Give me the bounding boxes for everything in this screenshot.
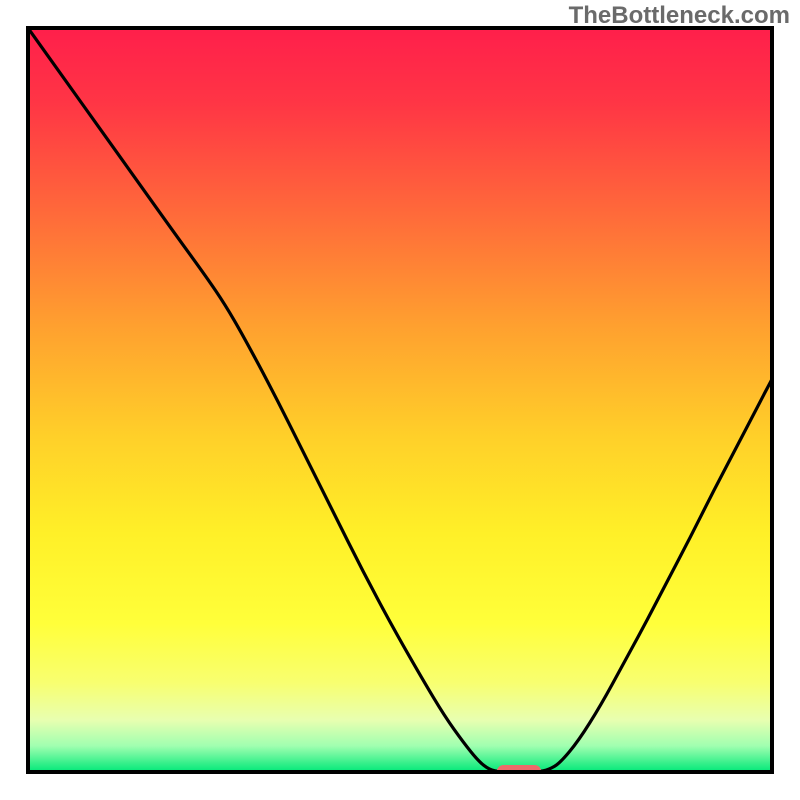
watermark-text: TheBottleneck.com xyxy=(569,2,790,30)
chart-svg xyxy=(0,0,800,800)
gradient-background xyxy=(28,28,772,772)
bottleneck-chart: TheBottleneck.com xyxy=(0,0,800,800)
